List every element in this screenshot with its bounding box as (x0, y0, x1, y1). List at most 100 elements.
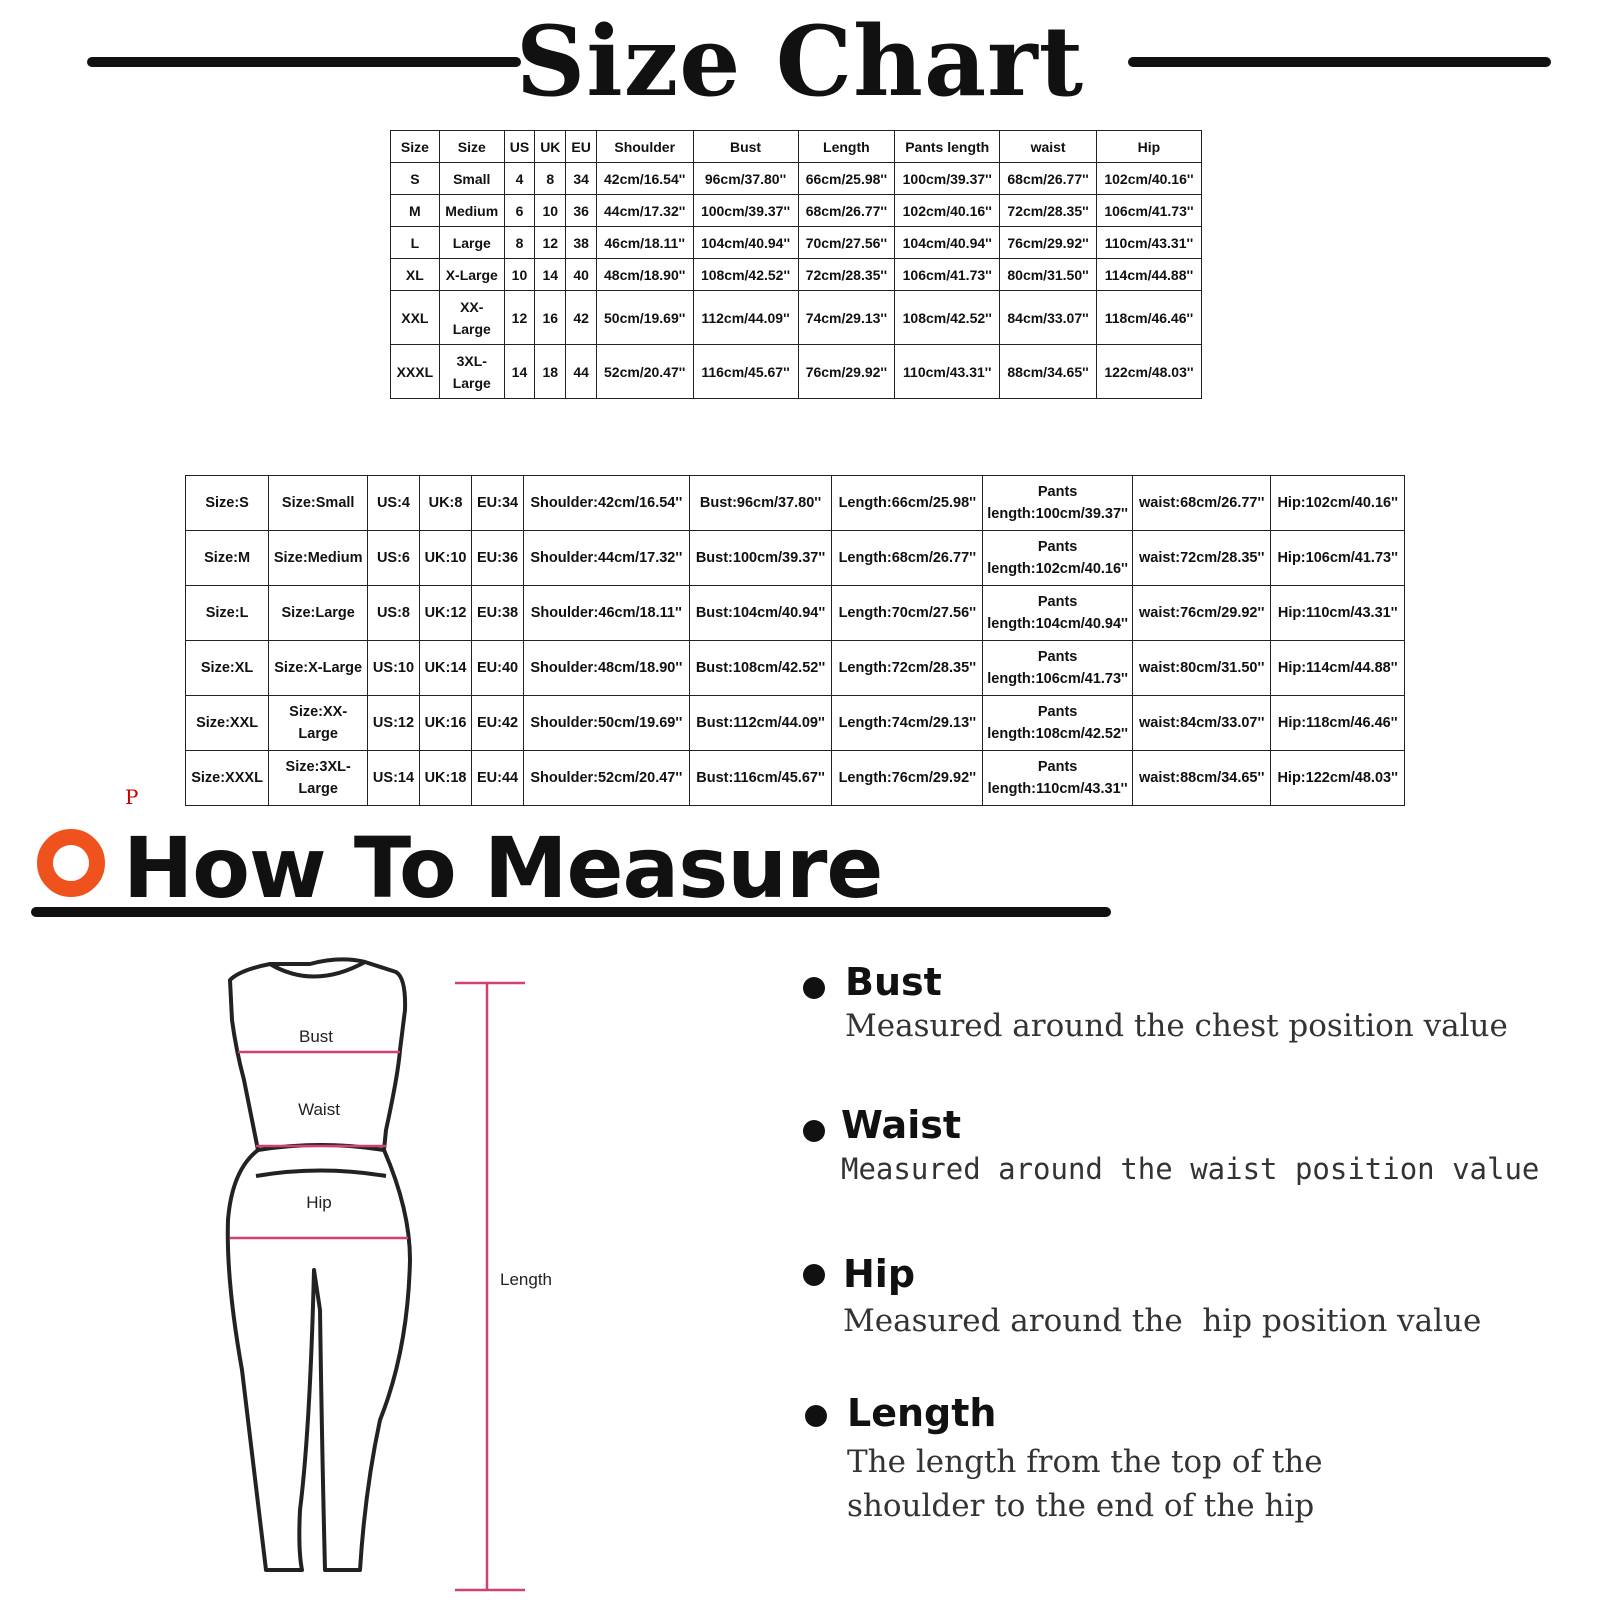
table-cell: EU:34 (471, 475, 524, 531)
table-cell: 114cm/44.88'' (1095, 258, 1203, 291)
table-cell: 72cm/28.35'' (999, 194, 1097, 227)
table-cell: Bust:108cm/42.52'' (688, 640, 833, 696)
table-cell: waist:68cm/26.77'' (1131, 475, 1272, 531)
title-icon (37, 829, 105, 897)
bullet (803, 1264, 825, 1286)
header-cell: Size (390, 130, 440, 163)
table-cell: 116cm/45.67'' (692, 344, 799, 399)
table-row: XXXL 3XL-Large 14 18 44 52cm/20.47'' 116cm/45.… (390, 344, 1203, 399)
table-cell: waist:76cm/29.92'' (1131, 585, 1272, 641)
table-cell: US:6 (367, 530, 420, 586)
page-title: Size Chart (515, 5, 1085, 118)
table-cell: 10 (503, 258, 536, 291)
header-cell: Size (438, 130, 505, 163)
table-cell: Shoulder:48cm/18.90'' (522, 640, 690, 696)
table-cell: 110cm/43.31'' (894, 344, 1001, 399)
table-cell: 104cm/40.94'' (894, 226, 1001, 259)
table-cell: Size:Small (268, 475, 369, 531)
table-cell: Hip:114cm/44.88'' (1270, 640, 1405, 696)
table-cell: 14 (503, 344, 536, 399)
item-heading: Waist (841, 1103, 962, 1147)
table-cell: waist:80cm/31.50'' (1131, 640, 1272, 696)
figure: Bust Waist Hip Length (225, 957, 552, 1592)
table-cell: 34 (565, 162, 597, 195)
table-cell: Length:68cm/26.77'' (831, 530, 984, 586)
table-cell: Shoulder:46cm/18.11'' (522, 585, 690, 641)
table-cell: L (390, 226, 440, 259)
table-cell: Length:74cm/29.13'' (831, 695, 984, 751)
table-cell: Bust:116cm/45.67'' (688, 750, 833, 806)
table-cell: waist:88cm/34.65'' (1131, 750, 1272, 806)
table-cell: US:4 (367, 475, 420, 531)
table-row: S Small 4 8 34 42cm/16.54'' 96cm/37.80'' 66cm/2… (390, 162, 1203, 195)
table-cell: Size:Medium (268, 530, 369, 586)
table-cell: Pants length:102cm/40.16'' (982, 530, 1133, 586)
table-cell: 118cm/46.46'' (1095, 290, 1203, 345)
table-cell: 84cm/33.07'' (999, 290, 1097, 345)
table-cell: Medium (438, 194, 505, 227)
table-cell: 36 (565, 194, 597, 227)
table-cell: Bust:100cm/39.37'' (688, 530, 833, 586)
table-cell: UK:10 (418, 530, 473, 586)
table-cell: UK:16 (418, 695, 473, 751)
table-cell: XL (390, 258, 440, 291)
table-cell: Pants length:108cm/42.52'' (982, 695, 1133, 751)
table-cell: 88cm/34.65'' (999, 344, 1097, 399)
header-cell: Bust (692, 130, 799, 163)
table-cell: X-Large (438, 258, 505, 291)
table-cell: 76cm/29.92'' (999, 226, 1097, 259)
item-text: Measured around the waist position value (841, 1152, 1540, 1186)
table-cell: Size:XXL (184, 695, 270, 751)
table-cell: Bust:112cm/44.09'' (688, 695, 833, 751)
table-cell: UK:12 (418, 585, 473, 641)
bullet (805, 1405, 827, 1427)
table-cell: XXXL (390, 344, 440, 399)
item-text: Measured around the hip position value (843, 1303, 1482, 1339)
table-cell: UK:18 (418, 750, 473, 806)
table-cell: 112cm/44.09'' (692, 290, 799, 345)
item-heading: Length (847, 1391, 997, 1435)
table-cell: 70cm/27.56'' (797, 226, 896, 259)
marker: P (125, 785, 139, 809)
table-cell: US:12 (367, 695, 420, 751)
table-cell: Size:XX-Large (268, 695, 369, 751)
title-rule-left (87, 57, 521, 67)
table-cell: Length:76cm/29.92'' (831, 750, 984, 806)
table-cell: 16 (534, 290, 567, 345)
table-cell: Length:66cm/25.98'' (831, 475, 984, 531)
header-cell: Hip (1095, 130, 1203, 163)
table-cell: 4 (503, 162, 536, 195)
table-cell: Size:XL (184, 640, 270, 696)
table-cell: EU:38 (471, 585, 524, 641)
table-row: M Medium 6 10 36 44cm/17.32'' 100cm/39.37'' 68c… (390, 194, 1203, 227)
table-cell: Hip:122cm/48.03'' (1270, 750, 1405, 806)
table-cell: 12 (503, 290, 536, 345)
table-cell: 68cm/26.77'' (797, 194, 896, 227)
table-cell: 18 (534, 344, 567, 399)
table-cell: UK:14 (418, 640, 473, 696)
table-cell: Size:X-Large (268, 640, 369, 696)
table-cell: Size:S (184, 475, 270, 531)
header-cell: Pants length (894, 130, 1001, 163)
table-cell: 52cm/20.47'' (595, 344, 694, 399)
table-cell: Pants length:110cm/43.31'' (982, 750, 1133, 806)
table-cell: EU:44 (471, 750, 524, 806)
table-cell: 100cm/39.37'' (894, 162, 1001, 195)
table-cell: 46cm/18.11'' (595, 226, 694, 259)
table-cell: XXL (390, 290, 440, 345)
table-cell: Pants length:104cm/40.94'' (982, 585, 1133, 641)
section-title: How To Measure (123, 819, 883, 917)
bullet (803, 977, 825, 999)
header-cell: Length (797, 130, 896, 163)
table-row: L Large 8 12 38 46cm/18.11'' 104cm/40.94'' 70cm… (390, 226, 1203, 259)
table-cell: Hip:102cm/40.16'' (1270, 475, 1405, 531)
table-cell: 6 (503, 194, 536, 227)
table-cell: 76cm/29.92'' (797, 344, 896, 399)
table-cell: 42 (565, 290, 597, 345)
diagram-label: Length (500, 1270, 552, 1289)
table-cell: 100cm/39.37'' (692, 194, 799, 227)
table-cell: 102cm/40.16'' (894, 194, 1001, 227)
table-cell: 50cm/19.69'' (595, 290, 694, 345)
table-cell: Length:72cm/28.35'' (831, 640, 984, 696)
